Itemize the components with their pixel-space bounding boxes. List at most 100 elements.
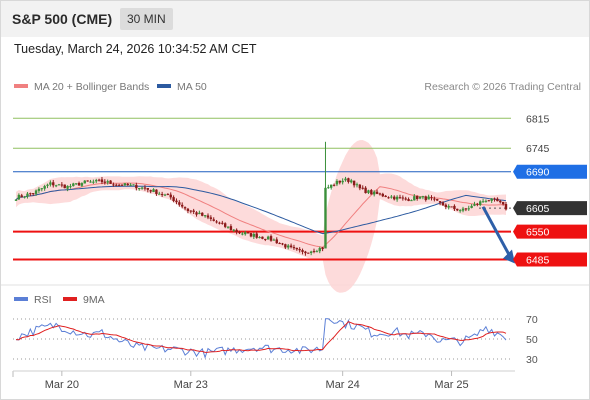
candle bbox=[304, 250, 307, 256]
interval-button[interactable]: 30 MIN bbox=[120, 8, 173, 30]
candle-body bbox=[324, 187, 327, 249]
candle-body bbox=[272, 239, 276, 241]
candle bbox=[132, 184, 135, 186]
candle bbox=[433, 196, 436, 202]
header-bar: S&P 500 (CME) 30 MIN bbox=[1, 1, 589, 37]
forecast-arrow-shaft bbox=[481, 206, 512, 258]
candle-body bbox=[14, 199, 18, 201]
candle-body bbox=[367, 190, 370, 193]
candle bbox=[418, 196, 422, 200]
candle-body bbox=[60, 184, 64, 186]
candle-body bbox=[43, 186, 46, 189]
candle-body bbox=[244, 232, 247, 235]
candle bbox=[358, 183, 362, 191]
candle bbox=[60, 182, 64, 188]
candle bbox=[390, 194, 393, 199]
candle-body bbox=[103, 181, 107, 183]
candle-body bbox=[218, 222, 221, 224]
candle bbox=[421, 195, 425, 200]
candle bbox=[493, 197, 496, 202]
candle bbox=[395, 195, 399, 202]
candle-body bbox=[120, 184, 124, 186]
candle-body bbox=[160, 194, 164, 196]
price-label-text: 6605 bbox=[526, 203, 550, 215]
candle bbox=[350, 178, 353, 184]
candle bbox=[496, 197, 499, 202]
candle bbox=[244, 230, 247, 236]
candle-body bbox=[476, 203, 479, 205]
candle-body bbox=[327, 187, 330, 189]
candle-body bbox=[180, 204, 184, 207]
candle-body bbox=[192, 210, 195, 212]
candle bbox=[347, 177, 350, 184]
ma50-swatch-icon bbox=[157, 84, 171, 89]
candle-body bbox=[226, 226, 230, 228]
candle bbox=[17, 193, 21, 200]
candle-body bbox=[458, 210, 462, 212]
candle bbox=[415, 195, 419, 201]
candle bbox=[86, 180, 89, 182]
candle bbox=[284, 243, 287, 250]
candle bbox=[269, 234, 273, 242]
candle bbox=[189, 210, 192, 214]
candle-body bbox=[499, 200, 502, 203]
candle-body bbox=[92, 181, 95, 183]
x-tick-label: Mar 23 bbox=[174, 379, 208, 391]
candle-body bbox=[413, 196, 416, 201]
candle-body bbox=[341, 180, 344, 183]
candle-body bbox=[198, 212, 201, 215]
candle bbox=[238, 230, 241, 235]
candle-body bbox=[74, 183, 78, 185]
candle-body bbox=[117, 184, 121, 186]
candle-body bbox=[352, 180, 356, 186]
candle bbox=[441, 201, 445, 206]
candle bbox=[52, 179, 55, 188]
rsi-tick-label-50: 50 bbox=[526, 334, 538, 346]
rsi-ma-line bbox=[15, 321, 507, 353]
candle bbox=[40, 187, 43, 192]
candle-body bbox=[496, 198, 499, 202]
candle bbox=[504, 201, 508, 211]
candle-body bbox=[473, 204, 476, 206]
candle bbox=[175, 198, 178, 205]
candle bbox=[54, 184, 58, 188]
candle bbox=[115, 183, 118, 187]
rsi-tick-label-30: 30 bbox=[526, 354, 538, 366]
price-label-6550: 6550 bbox=[513, 224, 587, 239]
candle bbox=[172, 195, 175, 203]
candle-body bbox=[52, 182, 55, 186]
candle-body bbox=[504, 204, 508, 210]
candle bbox=[203, 215, 207, 218]
candle bbox=[312, 248, 316, 254]
candle bbox=[281, 242, 284, 246]
legend-item-9ma: 9MA bbox=[63, 294, 105, 306]
candle-body bbox=[301, 250, 304, 252]
price-label-6690: 6690 bbox=[513, 164, 587, 179]
candle-body bbox=[350, 180, 353, 183]
candle-body bbox=[321, 247, 324, 250]
candle bbox=[479, 200, 482, 207]
candle bbox=[278, 242, 281, 245]
candle-body bbox=[17, 194, 21, 200]
candle-body bbox=[155, 189, 158, 194]
candle bbox=[450, 206, 453, 208]
candle bbox=[453, 204, 456, 212]
candle-body bbox=[195, 212, 198, 215]
candle-body bbox=[266, 236, 270, 240]
candle-body bbox=[487, 200, 491, 202]
candle-body bbox=[238, 232, 241, 234]
candle-body bbox=[215, 221, 218, 223]
candle bbox=[384, 195, 387, 198]
price-label-bg bbox=[513, 164, 587, 179]
candle bbox=[212, 217, 215, 222]
candle bbox=[126, 182, 129, 186]
candle bbox=[100, 176, 104, 185]
candle bbox=[138, 187, 141, 191]
candle-body bbox=[77, 182, 81, 186]
candle bbox=[109, 180, 112, 184]
price-label-6605: 6605 bbox=[513, 201, 587, 216]
candle-body bbox=[407, 199, 410, 202]
candle bbox=[226, 226, 230, 229]
candle bbox=[381, 192, 384, 198]
